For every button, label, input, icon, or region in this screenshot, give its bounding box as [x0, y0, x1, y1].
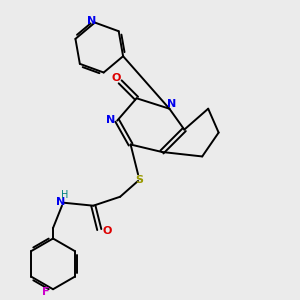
Text: N: N: [106, 115, 115, 125]
Text: N: N: [56, 197, 66, 207]
Text: N: N: [87, 16, 96, 26]
Text: H: H: [61, 190, 69, 200]
Text: O: O: [112, 73, 121, 83]
Text: O: O: [102, 226, 111, 236]
Text: N: N: [167, 99, 176, 109]
Text: F: F: [42, 287, 49, 297]
Text: S: S: [136, 175, 144, 185]
